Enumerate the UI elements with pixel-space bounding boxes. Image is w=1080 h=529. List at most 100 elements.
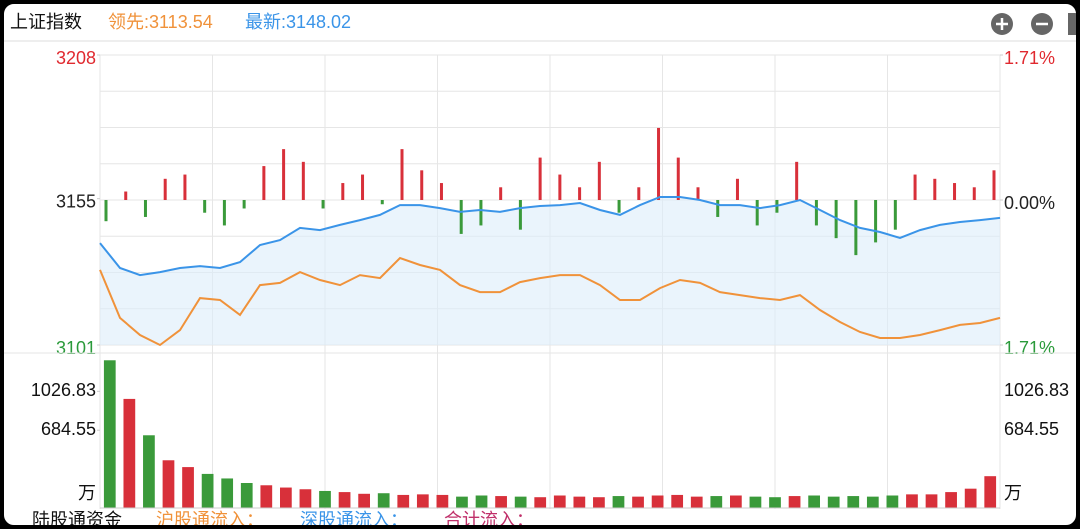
diff-bar xyxy=(933,178,937,200)
volume-bar xyxy=(847,496,860,508)
volume-bar xyxy=(299,489,312,508)
vol-tick-label-right: 684.55 xyxy=(1004,419,1059,439)
volume-bar xyxy=(906,494,918,508)
diff-bar xyxy=(380,200,384,205)
volume-bar xyxy=(808,495,820,508)
y-tick-label: 3208 xyxy=(56,48,96,68)
chart: 上证指数 领先:3113.54 最新:3148.02 陆股通资金 沪股通流入： … xyxy=(4,12,1076,525)
diff-bar xyxy=(341,183,345,200)
volume-bar xyxy=(573,496,586,508)
zoom-in[interactable] xyxy=(991,13,1013,35)
diff-bar xyxy=(992,170,996,200)
diff-bar xyxy=(854,200,858,256)
volume-bar xyxy=(338,492,351,508)
volume-bar xyxy=(886,495,899,508)
latest-value: 最新:3148.02 xyxy=(245,12,351,32)
vol-tick-label-right: 1026.83 xyxy=(1004,380,1069,400)
diff-bar xyxy=(637,187,641,200)
footer-total: 合计流入： xyxy=(444,510,534,525)
diff-bar xyxy=(301,161,305,200)
diff-bar xyxy=(183,174,187,200)
vol-tick-label: 684.55 xyxy=(41,419,96,439)
volume-bar xyxy=(690,496,703,508)
diff-bar xyxy=(282,149,286,200)
diff-bar xyxy=(597,161,601,200)
diff-bar xyxy=(420,170,424,200)
volume-bar xyxy=(827,496,840,508)
diff-bar xyxy=(124,191,128,200)
diff-bar xyxy=(499,187,503,200)
diff-bar xyxy=(143,200,147,217)
volume-bar xyxy=(319,490,331,508)
diff-bar xyxy=(913,174,917,200)
index-title: 上证指数 xyxy=(10,12,82,32)
diff-bar xyxy=(716,200,720,217)
diff-bar xyxy=(893,200,897,230)
diff-bar xyxy=(558,174,562,200)
diff-bar xyxy=(361,174,365,200)
volume-bar xyxy=(162,460,175,508)
diff-bar xyxy=(321,200,325,209)
volume-bar xyxy=(377,493,390,508)
volume-bar xyxy=(240,483,253,508)
volume-bar xyxy=(103,360,116,508)
diff-bar xyxy=(400,149,404,200)
volume-bar xyxy=(553,495,566,508)
diff-bar xyxy=(735,178,739,200)
diff-bar xyxy=(222,200,226,226)
volume-bar xyxy=(182,467,194,508)
diff-bar xyxy=(538,157,542,200)
lead-value: 领先:3113.54 xyxy=(108,12,213,32)
volume-bar xyxy=(671,494,684,508)
vol-unit: 万 xyxy=(78,483,96,503)
diff-bar xyxy=(617,200,621,213)
diff-bar xyxy=(479,200,483,226)
volume-bar xyxy=(260,485,273,508)
diff-bar xyxy=(972,187,976,200)
volume-bar xyxy=(280,487,292,508)
volume-bar xyxy=(788,496,801,508)
volume-bar xyxy=(632,496,644,508)
volume-bar xyxy=(984,476,997,508)
diff-bar xyxy=(518,200,522,230)
volume-bar xyxy=(416,494,429,508)
diff-bar xyxy=(262,166,266,200)
diff-bar xyxy=(953,183,957,200)
y2-tick-label: 1.71% xyxy=(1004,338,1055,358)
price-line xyxy=(99,256,1001,347)
volume-bar xyxy=(143,435,155,508)
vol-tick-label: 1026.83 xyxy=(31,380,96,400)
diff-bar xyxy=(439,183,443,200)
footer-sh: 沪股通流入： xyxy=(156,510,264,525)
volume-bar xyxy=(730,495,742,508)
volume-bar xyxy=(534,497,547,508)
y2-tick-label: 1.71% xyxy=(1004,48,1055,68)
zoom-out[interactable] xyxy=(1031,13,1053,35)
footer-label: 陆股通资金 xyxy=(32,510,122,525)
diff-bar xyxy=(696,187,700,200)
diff-bar xyxy=(795,161,799,200)
y-tick-label: 3101 xyxy=(56,338,96,358)
volume-bar xyxy=(651,495,664,508)
volume-bar xyxy=(514,496,527,508)
diff-bar xyxy=(755,200,759,226)
volume-bar xyxy=(593,497,605,508)
footer-sz: 深股通流入： xyxy=(300,510,408,525)
y2-tick-label: 0.00% xyxy=(1004,193,1055,213)
volume-bar xyxy=(945,492,957,508)
volume-bar xyxy=(925,494,938,508)
volume-bar xyxy=(710,496,723,508)
diff-bar xyxy=(163,178,167,200)
volume-bar xyxy=(123,398,136,508)
volume-bar xyxy=(612,496,625,508)
volume-bar xyxy=(769,497,781,508)
volume-bar xyxy=(436,494,449,508)
vol-unit-right: 万 xyxy=(1004,483,1022,503)
diff-bar xyxy=(657,127,661,200)
diff-bar xyxy=(104,200,108,222)
diff-bar xyxy=(676,157,680,200)
more-button[interactable] xyxy=(1068,13,1076,35)
diff-bar xyxy=(459,200,463,234)
volume-bar xyxy=(495,496,507,508)
